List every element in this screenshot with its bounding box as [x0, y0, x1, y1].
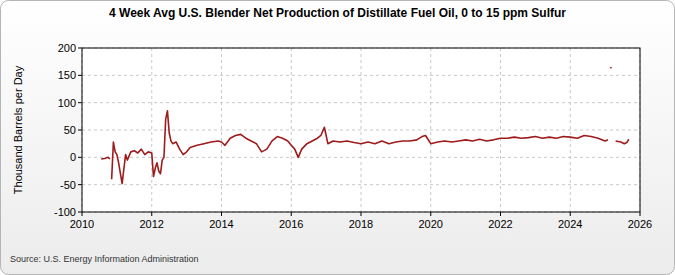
- series-group: [101, 67, 629, 183]
- x-tick-label: 2022: [488, 218, 512, 230]
- tick: [82, 212, 83, 216]
- x-tick-label: 2026: [628, 218, 652, 230]
- series-line: [101, 157, 110, 159]
- tick: [361, 212, 362, 216]
- y-tick-label: 0: [70, 151, 76, 163]
- tick: [78, 75, 82, 76]
- grid-line: [82, 184, 640, 185]
- y-tick-label: -50: [60, 179, 76, 191]
- title: 4 Week Avg U.S. Blender Net Production o…: [109, 6, 566, 20]
- y-tick-label: 100: [58, 97, 76, 109]
- y-tick-label: -100: [54, 206, 76, 218]
- frame: [1, 1, 675, 275]
- tick: [221, 212, 222, 216]
- x-tick-label: 2024: [558, 218, 582, 230]
- grid-line: [570, 48, 571, 212]
- grid-line: [151, 48, 152, 212]
- tick: [78, 102, 82, 103]
- tick: [78, 48, 82, 49]
- tick: [151, 212, 152, 216]
- tick: [78, 184, 82, 185]
- y-axis-label: Thousand Barrels per Day: [12, 65, 24, 194]
- x-tick-label: 2014: [209, 218, 233, 230]
- plot-border: [82, 48, 640, 212]
- grid-line: [500, 48, 501, 212]
- grid-line: [221, 48, 222, 212]
- y-tick-label: 50: [64, 124, 76, 136]
- tick: [78, 212, 82, 213]
- chart: 4 Week Avg U.S. Blender Net Production o…: [0, 0, 675, 275]
- source: Source: U.S. Energy Information Administ…: [10, 254, 199, 264]
- tick: [430, 212, 431, 216]
- y-tick-label: 150: [58, 69, 76, 81]
- x-tick-label: 2012: [140, 218, 164, 230]
- tick: [570, 212, 571, 216]
- grid-line: [430, 48, 431, 212]
- x-tick-label: 2016: [279, 218, 303, 230]
- tick: [500, 212, 501, 216]
- x-tick-label: 2020: [419, 218, 443, 230]
- y-tick-label: 200: [58, 42, 76, 54]
- series-line: [610, 67, 611, 68]
- grid-line: [361, 48, 362, 212]
- tick: [291, 212, 292, 216]
- series-line: [616, 139, 629, 143]
- x-tick-label: 2018: [349, 218, 373, 230]
- series-line: [112, 111, 608, 184]
- tick: [640, 212, 641, 216]
- grid-line: [291, 48, 292, 212]
- tick: [78, 130, 82, 131]
- x-tick-label: 2010: [70, 218, 94, 230]
- tick: [78, 157, 82, 158]
- plot-area: [82, 48, 640, 212]
- chart-container: 4 Week Avg U.S. Blender Net Production o…: [0, 0, 675, 275]
